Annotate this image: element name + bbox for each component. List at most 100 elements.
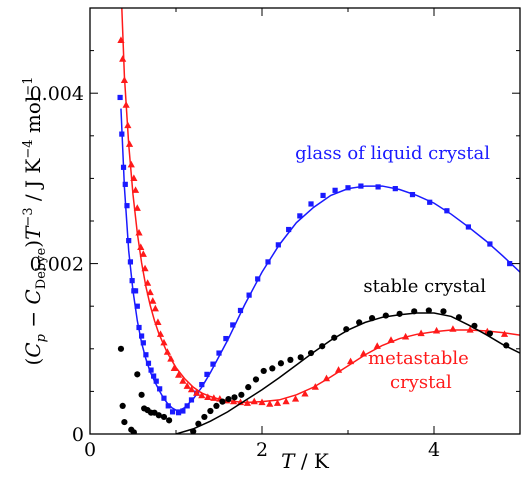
data-point-triangle	[273, 399, 282, 406]
annotation-glass-of-liquid-crystal: glass of liquid crystal	[295, 143, 490, 164]
data-point-triangle	[322, 374, 331, 382]
data-point-triangle	[334, 366, 343, 373]
data-point-triangle	[193, 389, 201, 396]
data-point-triangle	[266, 400, 274, 407]
plot-frame	[89, 7, 521, 435]
data-point-square	[157, 386, 163, 392]
data-point-circle	[195, 420, 202, 427]
data-point-triangle	[449, 325, 457, 332]
data-point-square	[169, 409, 176, 415]
data-point-square	[444, 208, 450, 214]
data-point-circle	[166, 417, 173, 424]
data-point-triangle	[359, 349, 368, 357]
data-point-triangle	[154, 318, 162, 325]
data-point-triangle	[163, 348, 171, 355]
x-axis-title: T / K	[281, 449, 330, 473]
data-point-triangle	[311, 383, 319, 390]
data-point-circle	[486, 330, 493, 337]
x-tick-label: 4	[428, 439, 440, 461]
data-point-circle	[343, 326, 350, 333]
data-point-square	[332, 187, 338, 193]
data-point-triangle	[243, 399, 251, 406]
annotation-stable-crystal: stable crystal	[363, 276, 486, 297]
data-point-triangle	[291, 395, 300, 402]
data-point-circle	[207, 407, 214, 415]
data-point-square	[145, 360, 152, 366]
data-point-circle	[190, 428, 197, 434]
data-point-circle	[277, 360, 285, 367]
data-point-circle	[269, 365, 276, 372]
data-point-triangle	[137, 243, 145, 251]
data-point-square	[153, 378, 159, 384]
data-point-circle	[287, 356, 294, 363]
data-point-square	[184, 403, 190, 409]
data-point-triangle	[210, 394, 218, 401]
data-point-square	[409, 191, 416, 198]
data-point-square	[136, 324, 142, 331]
data-point-square	[427, 199, 433, 205]
data-point-triangle	[204, 393, 212, 400]
data-point-square	[139, 333, 145, 339]
data-point-triangle	[139, 250, 147, 257]
data-point-square	[216, 350, 222, 356]
data-point-circle	[440, 308, 447, 315]
data-point-circle	[160, 413, 168, 421]
data-point-circle	[155, 412, 162, 419]
data-point-square	[134, 303, 140, 309]
data-point-circle	[503, 342, 510, 349]
series-triangle	[117, 8, 520, 407]
x-tick-label: 0	[84, 439, 96, 461]
data-point-square	[210, 361, 216, 367]
data-point-square	[140, 340, 146, 346]
data-point-triangle	[151, 304, 159, 312]
data-point-square	[204, 371, 210, 377]
y-tick-label: 0	[72, 424, 84, 446]
data-point-triangle	[466, 326, 474, 333]
data-point-triangle	[432, 326, 441, 334]
data-point-triangle	[258, 398, 266, 406]
data-point-triangle	[174, 371, 183, 378]
data-point-circle	[121, 418, 128, 426]
data-point-square	[117, 94, 123, 101]
data-point-square	[286, 226, 292, 233]
data-point-triangle	[187, 385, 196, 393]
data-point-triangle	[183, 382, 191, 389]
data-point-triangle	[144, 279, 152, 286]
series-circle	[117, 307, 520, 434]
data-point-square	[246, 292, 252, 298]
data-point-square	[165, 403, 171, 409]
data-point-square	[358, 183, 364, 189]
data-point-triangle	[146, 288, 154, 296]
annotation-crystal: crystal	[390, 372, 452, 393]
data-point-triangle	[156, 330, 165, 337]
data-point-square	[122, 181, 128, 187]
data-point-triangle	[160, 338, 168, 346]
data-point-circle	[213, 402, 220, 409]
data-point-square	[161, 395, 167, 401]
data-point-circle	[425, 307, 432, 314]
data-point-circle	[396, 310, 403, 317]
data-point-square	[129, 278, 135, 284]
data-point-square	[255, 276, 261, 282]
data-point-square	[297, 213, 303, 219]
data-point-triangle	[500, 330, 509, 337]
data-point-triangle	[179, 377, 187, 384]
data-point-circle	[356, 319, 363, 326]
data-point-triangle	[387, 336, 395, 343]
x-tick-label: 2	[256, 439, 268, 461]
data-point-circle	[297, 354, 304, 361]
data-point-triangle	[130, 174, 138, 181]
data-point-triangle	[373, 342, 381, 349]
data-point-circle	[231, 394, 238, 401]
data-point-triangle	[417, 329, 425, 337]
data-point-triangle	[120, 76, 128, 84]
data-point-triangle	[133, 204, 141, 211]
data-point-triangle	[122, 101, 130, 108]
fit-curve-triangle	[121, 8, 520, 404]
data-point-triangle	[167, 355, 175, 362]
data-point-circle	[134, 371, 141, 378]
y-axis-title: (Cp − CDebye)T−3 / J K−4 mol−1	[21, 77, 49, 366]
data-point-square	[148, 367, 154, 373]
data-point-triangle	[119, 55, 127, 62]
